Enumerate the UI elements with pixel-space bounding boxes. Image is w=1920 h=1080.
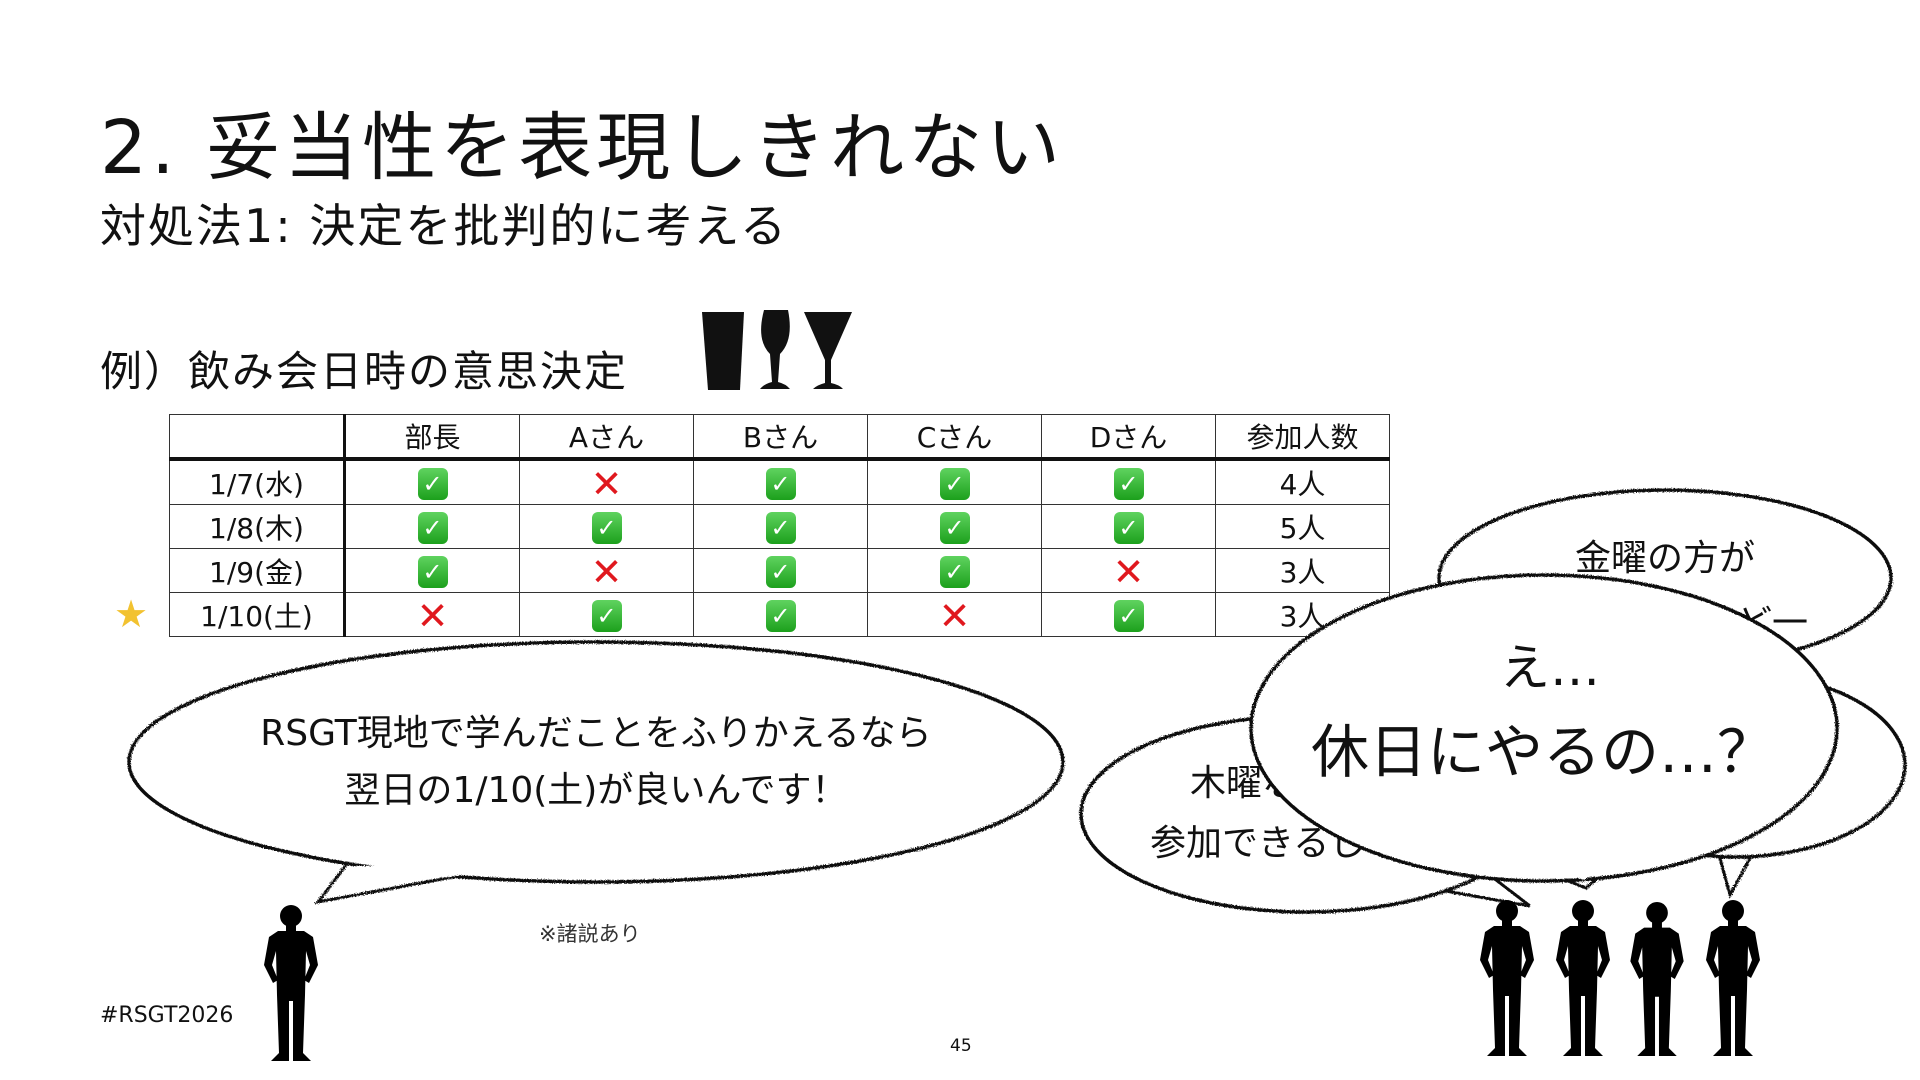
cross-mark-icon: ✕ xyxy=(590,549,623,594)
availability-cell: ✓ xyxy=(344,458,520,505)
check-mark-icon: ✓ xyxy=(1113,467,1144,500)
person-silhouette xyxy=(1480,900,1534,1056)
drink-glasses-icon xyxy=(702,310,852,390)
check-mark-icon: ✓ xyxy=(939,555,970,588)
check-mark-icon: ✓ xyxy=(765,467,796,500)
cross-mark-icon: ✕ xyxy=(938,593,971,638)
date-cell: 1/9(金) xyxy=(169,548,346,593)
table-row: 1/10(土) ✕ ✓ ✓ ✕ ✓ 3人 xyxy=(169,592,1390,638)
table-row: 1/8(木) ✓ ✓ ✓ ✓ ✓ 5人 xyxy=(169,504,1390,549)
main-speech-bubble: え… 休日にやるの…？ xyxy=(1249,573,1839,890)
date-cell: 1/8(木) xyxy=(169,504,346,549)
table-header-row: 部長 Aさん Bさん Cさん Dさん 参加人数 xyxy=(169,414,1390,461)
table-row: 1/9(金) ✓ ✕ ✓ ✓ ✕ 3人 xyxy=(169,548,1390,594)
hashtag: #RSGT2026 xyxy=(100,1003,234,1028)
availability-cell: ✕ xyxy=(519,458,694,506)
star-icon: ★ xyxy=(114,592,149,636)
availability-cell: ✓ xyxy=(519,592,694,637)
check-mark-icon: ✓ xyxy=(939,511,970,544)
availability-cell: ✓ xyxy=(344,504,520,549)
availability-cell: ✕ xyxy=(867,592,1042,638)
manager-bubble-line-2: 翌日の1/10(土)が良いんです！ xyxy=(344,770,847,811)
cross-mark-icon: ✕ xyxy=(416,593,449,638)
date-cell: 1/7(水) xyxy=(169,458,346,505)
friday-bubble-line-1: 金曜の方が xyxy=(1575,538,1755,579)
availability-cell: ✓ xyxy=(693,458,868,505)
availability-cell: ✓ xyxy=(867,548,1042,593)
check-mark-icon: ✓ xyxy=(417,511,448,544)
main-bubble-line-1: え… xyxy=(1500,639,1600,697)
check-mark-icon: ✓ xyxy=(1113,511,1144,544)
check-mark-icon: ✓ xyxy=(417,555,448,588)
check-mark-icon: ✓ xyxy=(765,555,796,588)
note-text: ※諸説あり xyxy=(539,922,641,946)
availability-cell: ✓ xyxy=(1041,592,1216,637)
schedule-table: 部長 Aさん Bさん Cさん Dさん 参加人数 1/7(水) ✓ ✕ ✓ ✓ ✓ 4人 1/8(木) ✓ ✓ ✓… xyxy=(169,414,1390,637)
check-mark-icon: ✓ xyxy=(765,511,796,544)
manager-speech-bubble: RSGT現地で学んだことをふりかえるなら 翌日の1/10(土)が良いんです！ xyxy=(127,640,1065,905)
example-heading: 例）飲み会日時の意思決定 xyxy=(100,347,629,396)
column-header: 参加人数 xyxy=(1215,414,1390,461)
check-mark-icon: ✓ xyxy=(417,467,448,500)
availability-cell: ✕ xyxy=(1041,548,1216,594)
count-cell: 5人 xyxy=(1215,504,1390,549)
availability-cell: ✓ xyxy=(693,504,868,549)
check-mark-icon: ✓ xyxy=(939,467,970,500)
table-row: 1/7(水) ✓ ✕ ✓ ✓ ✓ 4人 xyxy=(169,458,1390,506)
person-silhouette xyxy=(1630,901,1684,1057)
person-silhouette xyxy=(1556,900,1610,1056)
column-header: Cさん xyxy=(867,414,1042,461)
check-mark-icon: ✓ xyxy=(591,511,622,544)
slide-title: 2. 妥当性を表現しきれない xyxy=(100,105,1065,191)
column-header: Bさん xyxy=(693,414,868,461)
page-number: 45 xyxy=(950,1036,972,1056)
column-header xyxy=(169,414,346,461)
check-mark-icon: ✓ xyxy=(765,599,796,632)
check-mark-icon: ✓ xyxy=(591,599,622,632)
cross-mark-icon: ✕ xyxy=(590,461,623,506)
cross-mark-icon: ✕ xyxy=(1112,549,1145,594)
availability-cell: ✓ xyxy=(693,592,868,637)
availability-cell: ✓ xyxy=(519,504,694,549)
manager-bubble-line-1: RSGT現地で学んだことをふりかえるなら xyxy=(260,713,931,754)
availability-cell: ✓ xyxy=(867,504,1042,549)
availability-cell: ✓ xyxy=(867,458,1042,505)
date-cell: 1/10(土) xyxy=(169,592,346,637)
manager-silhouette xyxy=(264,905,318,1061)
main-bubble-line-2: 休日にやるの…？ xyxy=(1311,718,1775,786)
check-mark-icon: ✓ xyxy=(1113,599,1144,632)
column-header: Aさん xyxy=(519,414,694,461)
person-silhouette xyxy=(1706,900,1760,1056)
availability-cell: ✓ xyxy=(693,548,868,593)
availability-cell: ✕ xyxy=(344,592,520,638)
slide-subtitle: 対処法1: 決定を批判的に考える xyxy=(100,199,789,253)
